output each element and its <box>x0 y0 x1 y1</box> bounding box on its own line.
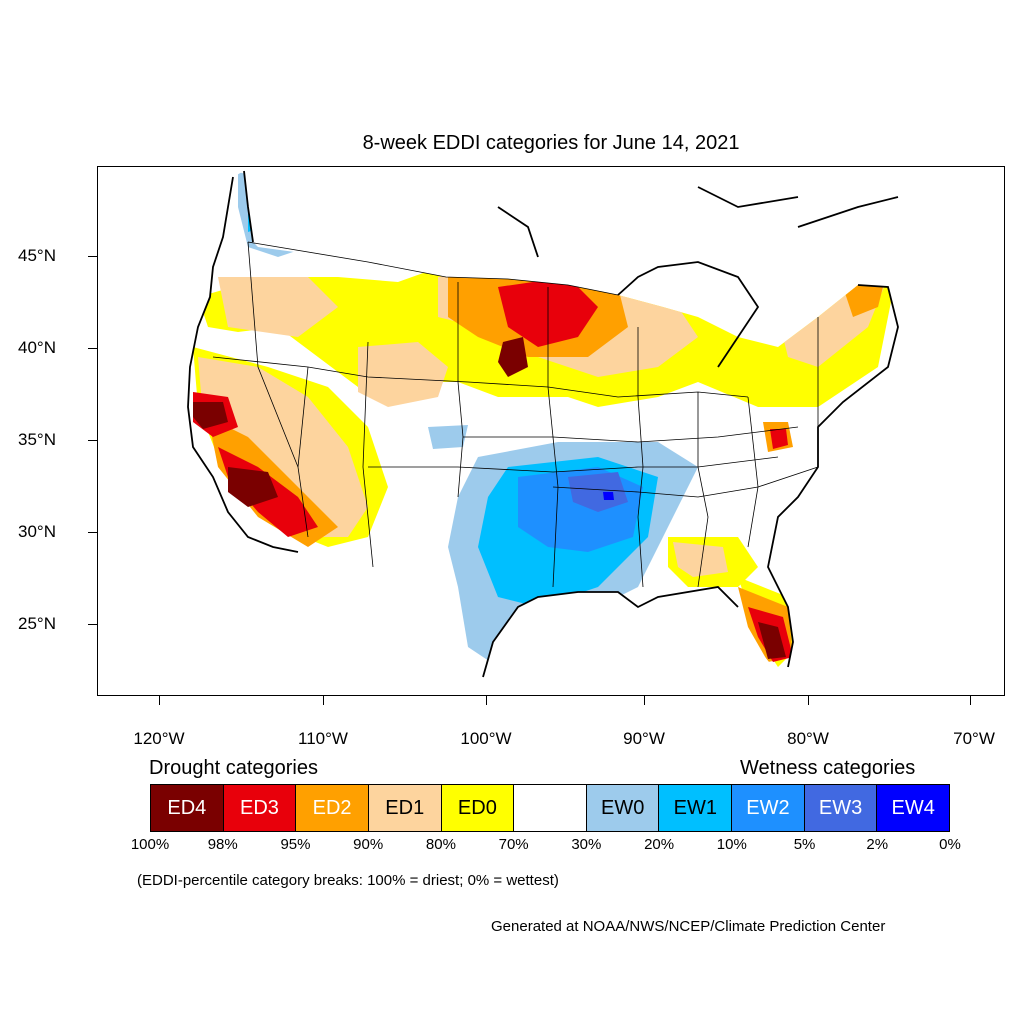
ew3-regions <box>568 472 628 512</box>
eddi-map <box>97 166 1005 696</box>
lat-label-25: 25°N <box>18 614 56 633</box>
category-breaks-note: (EDDI-percentile category breaks: 100% =… <box>137 872 559 889</box>
percentile-label: 30% <box>571 836 602 853</box>
lon-tick-110 <box>323 696 324 705</box>
percentile-label: 0% <box>939 836 961 853</box>
lon-tick-80 <box>808 696 809 705</box>
legend-box-ew3: EW3 <box>804 785 878 831</box>
lon-label-70: 70°W <box>953 729 995 748</box>
lat-tick-25 <box>88 624 97 625</box>
lon-label-90: 90°W <box>623 729 665 748</box>
credit-line: Generated at NOAA/NWS/NCEP/Climate Predi… <box>491 918 886 935</box>
legend-box-ew0: EW0 <box>586 785 660 831</box>
percentile-label: 80% <box>425 836 456 853</box>
state-boundaries <box>212 241 819 588</box>
lat-tick-40 <box>88 348 97 349</box>
legend-box-ed0: ED0 <box>441 785 515 831</box>
lat-label-40: 40°N <box>18 338 56 357</box>
lat-label-35: 35°N <box>18 430 56 449</box>
percentile-label: 2% <box>866 836 889 853</box>
lat-tick-30 <box>88 532 97 533</box>
percentile-label: 10% <box>716 836 747 853</box>
legend-box-ew1: EW1 <box>659 785 733 831</box>
wetness-categories-heading: Wetness categories <box>740 757 916 779</box>
percentile-label: 20% <box>644 836 675 853</box>
legend-box-neutral <box>514 785 587 831</box>
legend-box-ed4: ED4 <box>151 785 224 831</box>
legend-box-ew4: EW4 <box>877 785 950 831</box>
lon-tick-70 <box>970 696 971 705</box>
percentile-label: 100% <box>130 836 170 853</box>
map-title: 8-week EDDI categories for June 14, 2021 <box>362 132 740 154</box>
ed4-regions <box>193 337 786 659</box>
lon-label-80: 80°W <box>787 729 829 748</box>
legend-box-ed3: ED3 <box>223 785 297 831</box>
category-legend: ED4 ED3 ED2 ED1 ED0 EW0 EW1 EW2 EW3 EW4 <box>150 784 950 832</box>
lon-label-120: 120°W <box>133 729 185 748</box>
lon-tick-120 <box>159 696 160 705</box>
percentile-label: 70% <box>498 836 529 853</box>
lat-tick-35 <box>88 440 97 441</box>
percentile-label: 90% <box>353 836 384 853</box>
percentile-label: 5% <box>793 836 816 853</box>
coastline <box>187 170 899 678</box>
drought-categories-heading: Drought categories <box>149 757 318 779</box>
ew4-regions <box>603 492 614 500</box>
lon-tick-90 <box>644 696 645 705</box>
lat-label-30: 30°N <box>18 522 56 541</box>
legend-box-ed1: ED1 <box>368 785 442 831</box>
percentile-label: 98% <box>207 836 238 853</box>
lat-label-45: 45°N <box>18 246 56 265</box>
lon-tick-100 <box>486 696 487 705</box>
lon-label-100: 100°W <box>460 729 512 748</box>
lon-label-110: 110°W <box>298 729 348 748</box>
legend-box-ew2: EW2 <box>732 785 805 831</box>
lat-tick-45 <box>88 256 97 257</box>
legend-box-ed2: ED2 <box>296 785 369 831</box>
percentile-label: 95% <box>280 836 311 853</box>
